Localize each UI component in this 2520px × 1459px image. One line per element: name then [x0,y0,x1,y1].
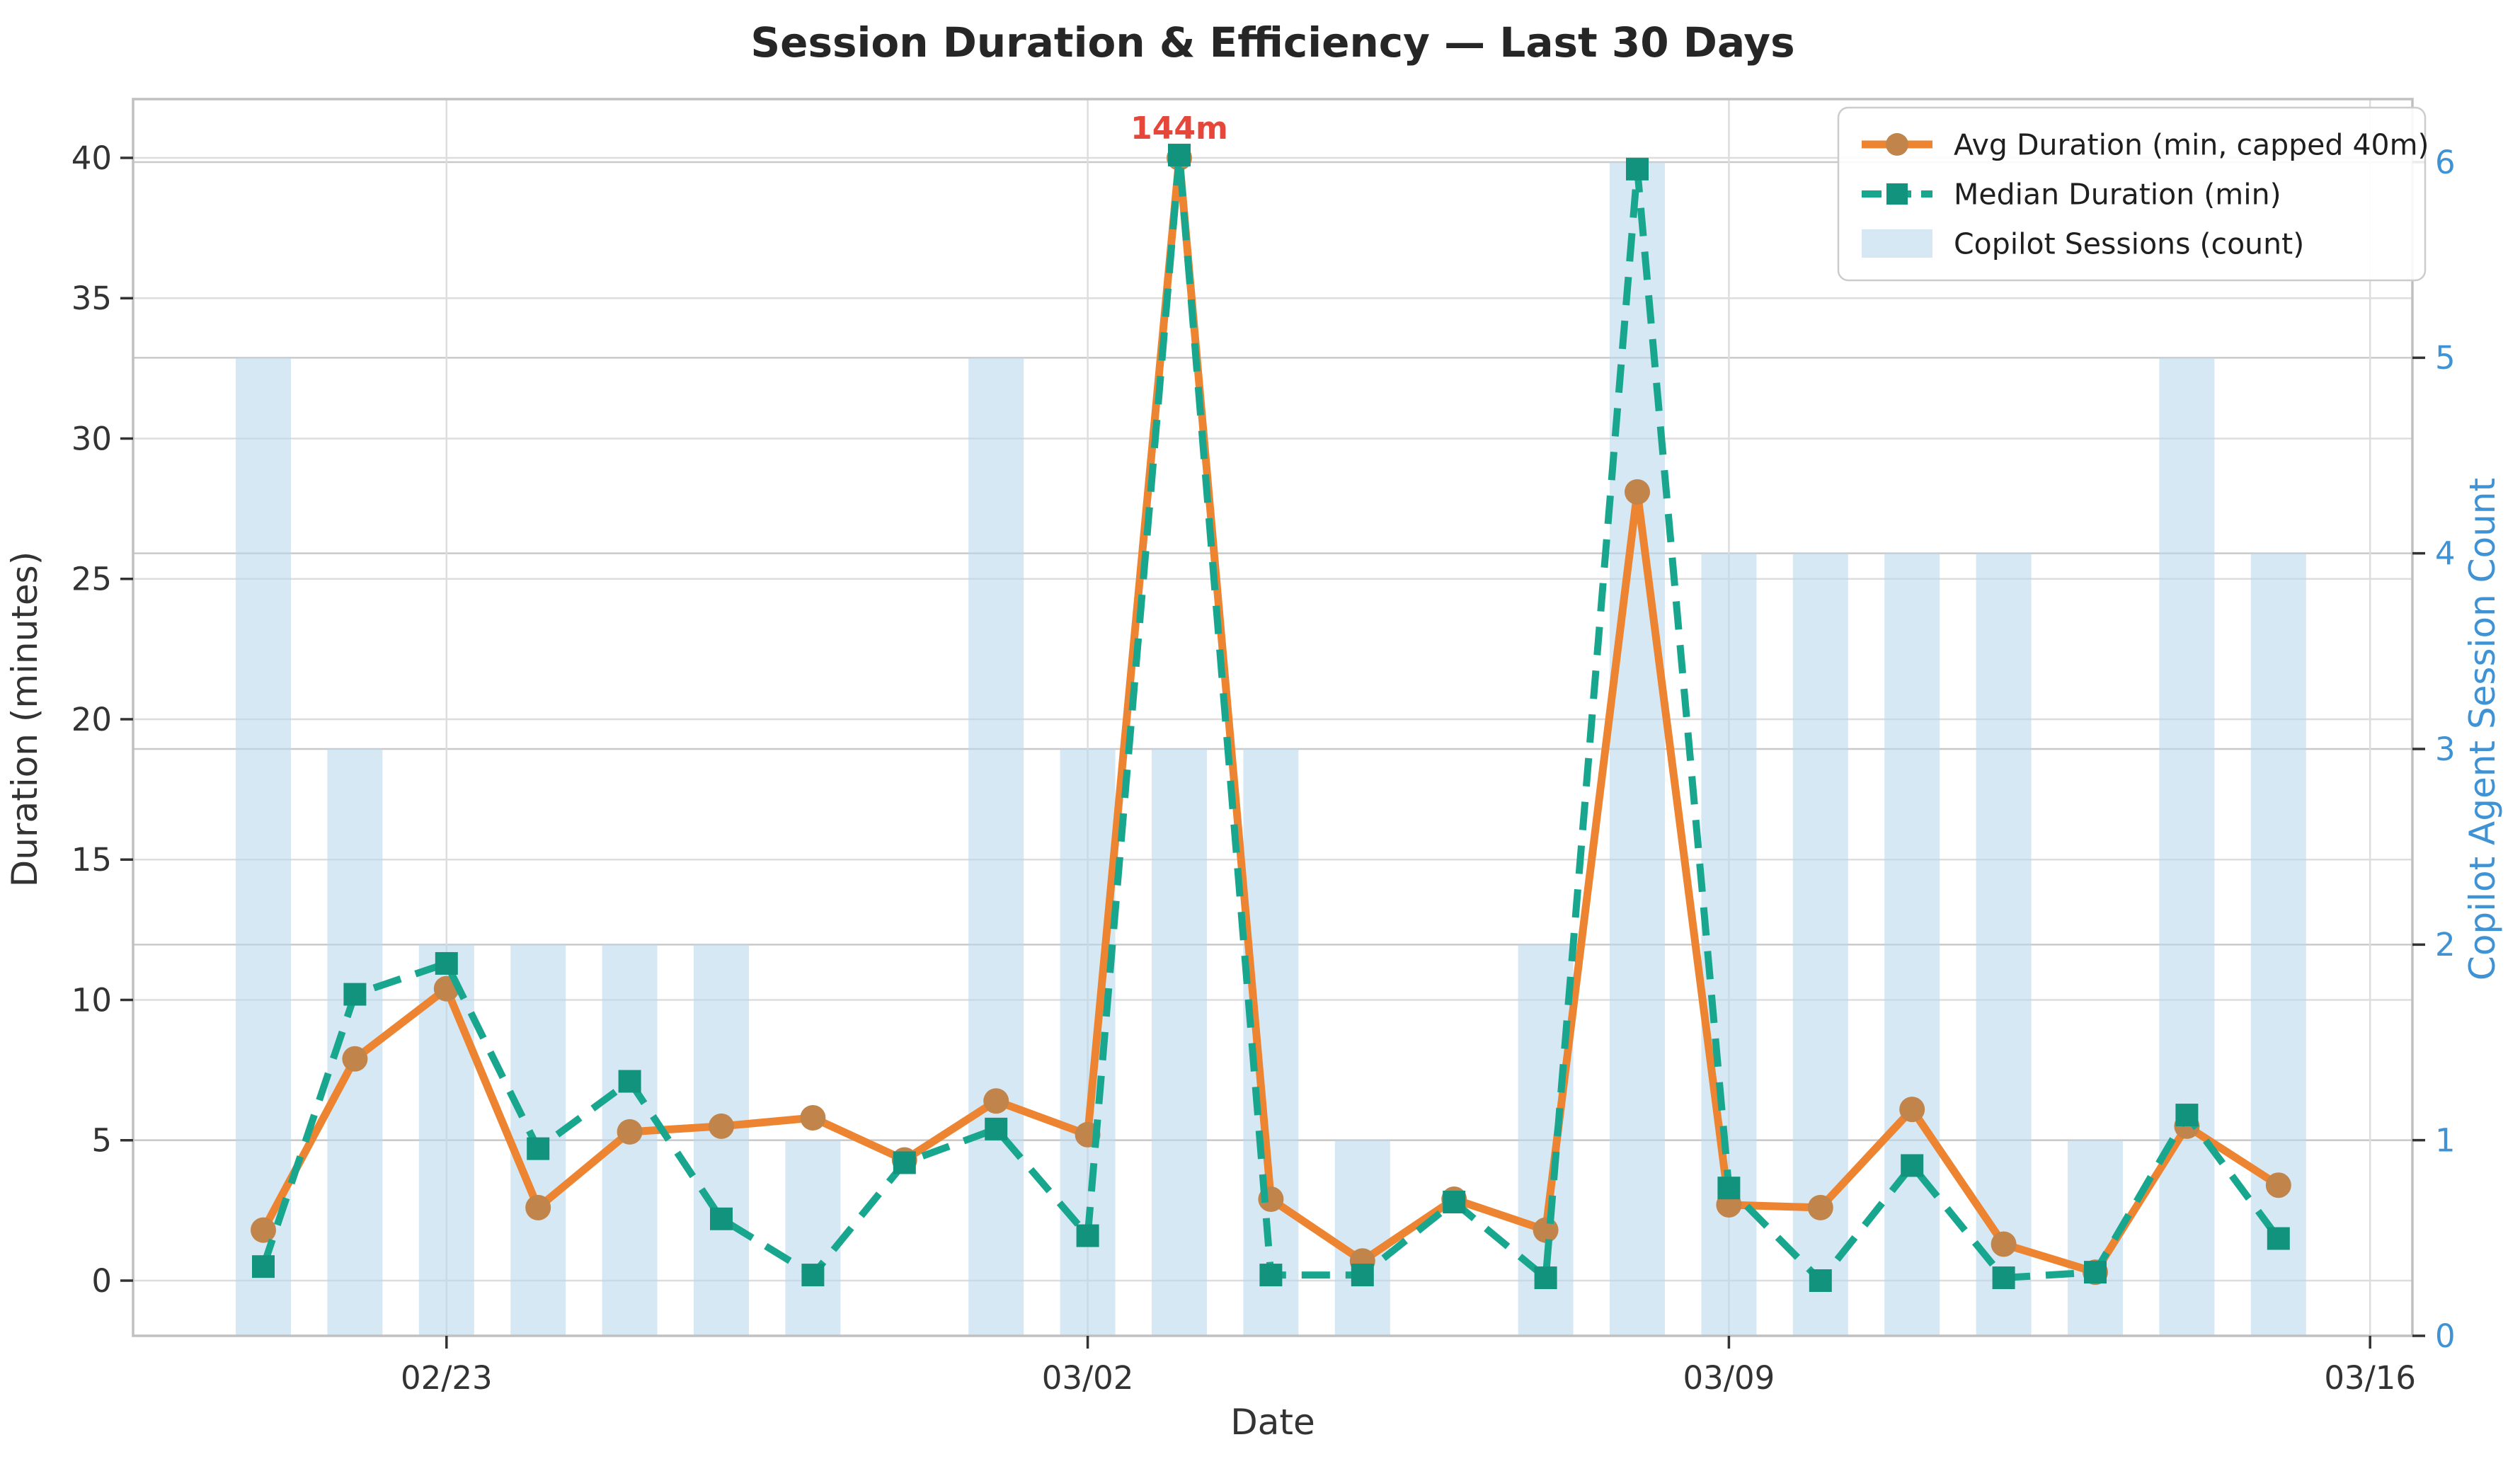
median-duration-point [2175,1104,2199,1127]
median-duration-point [527,1137,550,1160]
sessions-bar [1243,749,1299,1336]
left-tick-label: 25 [71,561,112,598]
sessions-bar [694,944,749,1336]
spike-annotation: 144m [1130,110,1228,147]
right-tick-label: 6 [2435,144,2456,181]
legend-item-label: Copilot Sessions (count) [1954,227,2304,261]
sessions-bar [785,1140,841,1336]
median-duration-point [1534,1266,1557,1290]
left-tick-label: 15 [71,841,112,879]
median-duration-point [710,1207,733,1230]
legend-box [1837,106,2427,282]
right-tick-label: 0 [2435,1317,2456,1355]
left-tick-label: 20 [71,701,112,738]
left-tick-label: 10 [71,981,112,1019]
left-tick-label: 40 [71,139,112,177]
sessions-bar [1334,1140,1390,1336]
left-tick-label: 5 [91,1122,112,1160]
sessions-bar [418,944,474,1336]
avg-duration-point [617,1118,643,1145]
avg-duration-point [1807,1194,1833,1220]
median-duration-point [1076,1224,1099,1247]
legend-bar-patch-icon [1862,229,1932,258]
sessions-bars [236,162,2306,1337]
median-duration-point [2267,1227,2290,1250]
sessions-bar [1701,553,1757,1337]
sessions-bar [968,357,1024,1337]
median-duration-point [1259,1264,1283,1287]
median-duration-point [1626,157,1649,181]
legend-avg-marker-icon [1886,133,1908,156]
sessions-bar [236,357,291,1337]
median-duration-point [985,1117,1008,1140]
avg-duration-point [2265,1172,2291,1198]
median-duration-point [252,1255,275,1278]
legend: Avg Duration (min, capped 40m) Median Dur… [1837,106,2429,282]
median-duration-point [343,983,367,1006]
left-tick-label: 35 [71,280,112,317]
x-tick-label: 03/09 [1683,1359,1775,1397]
median-duration-point [1168,144,1191,167]
legend-item-label: Median Duration (min) [1954,177,2281,211]
avg-duration-point [1899,1097,1925,1123]
median-duration-point [893,1151,916,1174]
right-tick-label: 5 [2435,339,2456,377]
sessions-bar [1884,553,1940,1337]
x-tick-label: 03/02 [1042,1359,1134,1397]
x-tick-label: 03/16 [2324,1359,2416,1397]
legend-median-marker-icon [1886,183,1908,205]
avg-duration-point [525,1194,551,1220]
avg-duration-point [251,1217,276,1243]
plot-spines [132,98,2414,1337]
sessions-bar [2159,357,2215,1337]
avg-duration-point [1625,479,1650,505]
right-axis: 0 1 2 3 4 5 6 Copilot Agent Session Count [2412,144,2503,1355]
x-tick-label: 02/23 [401,1359,493,1397]
x-axis: 02/23 03/02 03/09 03/16 Date [401,1336,2416,1443]
median-duration-point [1717,1177,1741,1200]
median-duration-point [1809,1269,1832,1292]
median-duration-point [435,951,458,975]
left-axis-title: Duration (minutes) [4,551,45,887]
chart-title: Session Duration & Efficiency — Last 30 … [750,18,1794,67]
legend-item-label: Avg Duration (min, capped 40m) [1954,127,2429,161]
avg-duration-point [800,1105,826,1131]
sessions-bar [1610,162,1665,1336]
median-duration-point [1443,1190,1466,1213]
left-axis: 0 5 10 15 20 25 30 35 40 Duration (minutes) [4,139,133,1300]
avg-duration-point [709,1113,734,1139]
median-duration-point [618,1070,641,1093]
median-duration-point [1901,1154,1924,1177]
plot-border [132,98,2414,1337]
median-duration-point [1351,1264,1374,1287]
sessions-bar [1976,553,2032,1337]
right-tick-label: 4 [2435,534,2456,572]
avg-duration-point [1991,1231,2017,1257]
sessions-bar [1152,749,1207,1336]
right-tick-label: 1 [2435,1121,2456,1159]
avg-duration-point [983,1088,1009,1114]
right-tick-label: 3 [2435,731,2456,768]
median-duration-point [2084,1261,2107,1284]
right-tick-label: 2 [2435,926,2456,963]
median-duration-series [252,144,2290,1292]
median-duration-point [801,1264,825,1287]
x-axis-title: Date [1230,1402,1315,1443]
right-axis-title: Copilot Agent Session Count [2462,478,2503,980]
avg-duration-point [342,1046,368,1072]
sessions-bar [2250,553,2306,1337]
left-tick-label: 0 [91,1262,112,1300]
median-duration-point [1992,1266,2015,1290]
left-tick-label: 30 [71,420,112,457]
